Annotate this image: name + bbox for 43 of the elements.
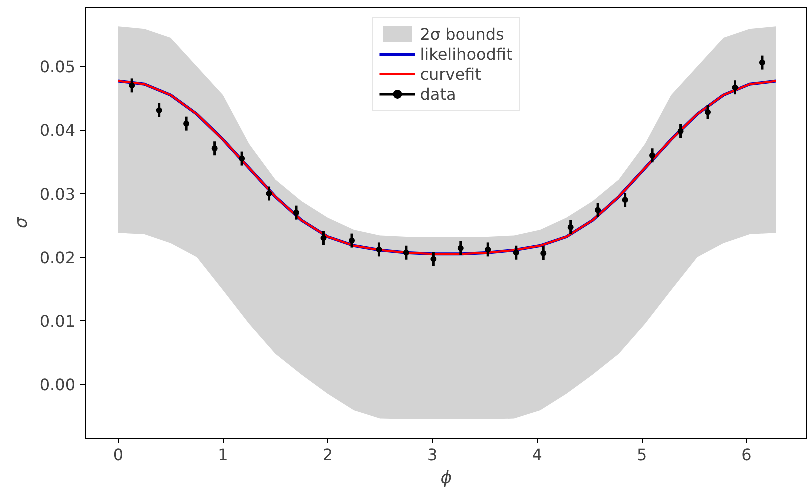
x-tick-label: 2 bbox=[322, 446, 334, 464]
x-tick-label: 1 bbox=[218, 446, 228, 464]
point bbox=[568, 224, 574, 230]
x-tick-label: 3 bbox=[428, 446, 438, 464]
point bbox=[320, 235, 327, 242]
point bbox=[732, 84, 738, 91]
x-tick-label: 5 bbox=[636, 446, 648, 464]
legend-label: 2σ bounds bbox=[420, 24, 504, 44]
point bbox=[212, 146, 218, 152]
x-axis-title: ϕ bbox=[440, 468, 452, 488]
point bbox=[376, 246, 382, 253]
legend-label: likelihoodfit bbox=[420, 44, 513, 64]
y-axis-title: σ bbox=[12, 216, 32, 228]
legend-label: curvefit bbox=[420, 64, 482, 84]
point bbox=[759, 60, 766, 66]
y-tick-label: 0.04 bbox=[40, 121, 76, 140]
point bbox=[485, 246, 492, 253]
point bbox=[705, 109, 712, 116]
point bbox=[622, 197, 628, 204]
point bbox=[129, 82, 136, 89]
point bbox=[595, 207, 602, 214]
y-tick-label: 0.03 bbox=[40, 184, 76, 204]
point bbox=[294, 210, 300, 216]
x-tick-label: 4 bbox=[532, 446, 542, 464]
point bbox=[184, 120, 190, 127]
point bbox=[650, 152, 656, 159]
y-tick-label: 0.02 bbox=[40, 248, 76, 268]
y-tick-label: 0.00 bbox=[40, 375, 76, 394]
point bbox=[348, 238, 355, 244]
y-tick-label: 0.01 bbox=[40, 312, 76, 331]
point bbox=[678, 128, 684, 134]
point bbox=[239, 156, 246, 162]
legend-label: data bbox=[420, 84, 456, 104]
point bbox=[156, 107, 162, 114]
point bbox=[266, 190, 272, 197]
y-tick-label: 0.05 bbox=[40, 58, 76, 77]
point bbox=[540, 250, 547, 257]
point bbox=[403, 250, 410, 256]
x-tick-label: 6 bbox=[742, 446, 752, 464]
point bbox=[458, 245, 464, 252]
point bbox=[513, 250, 520, 256]
point bbox=[430, 256, 437, 262]
x-tick-label: 0 bbox=[113, 446, 124, 464]
